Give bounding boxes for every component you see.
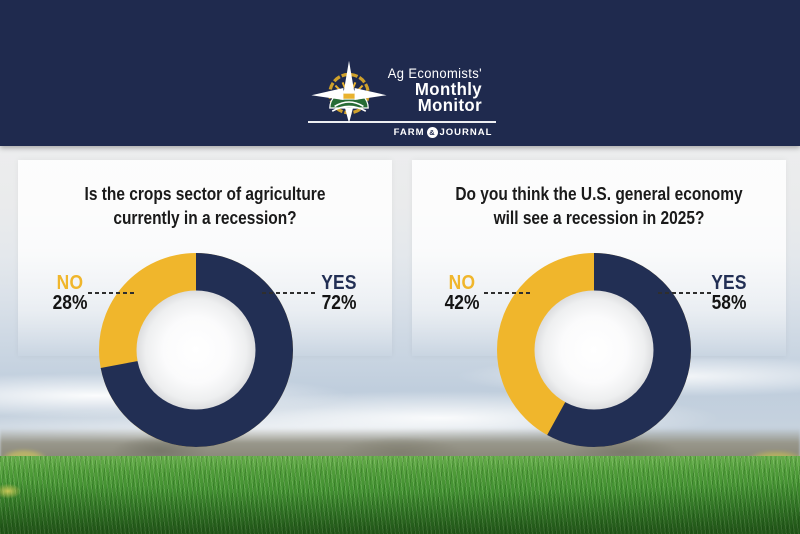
logo-line-monitor: Monitor [417, 95, 482, 115]
right-chart-no-label: NO 42% [430, 273, 494, 313]
brand-journal-text: JOURNAL [439, 127, 493, 138]
logo-line-ag-economists: Ag Economists' [387, 66, 482, 81]
right-no-percent: 42% [444, 292, 480, 314]
left-yes-text: YES [321, 272, 357, 294]
right-question-line-2: will see a recession in 2025? [493, 208, 705, 228]
left-chart-yes-label: YES 72% [307, 273, 371, 313]
left-chart-no-label: NO 28% [38, 273, 102, 313]
left-no-leader-line [88, 292, 136, 294]
left-donut-chart [99, 253, 293, 447]
right-question-line-1: Do you think the U.S. general economy [455, 184, 743, 204]
right-donut-hole [534, 290, 654, 410]
right-chart-yes-label: YES 58% [697, 273, 761, 313]
farm-journal-brand: FARM & JOURNAL [380, 127, 506, 138]
farm-journal-ampersand-icon: & [426, 127, 438, 138]
right-donut-chart [497, 253, 691, 447]
right-donut-yes-slice [497, 253, 691, 447]
left-yes-percent: 72% [321, 292, 357, 314]
logo-wordmark: Ag Economists' Monthly Monitor [353, 66, 482, 115]
left-yes-leader-line [262, 292, 316, 294]
right-no-leader-line [484, 292, 532, 294]
right-yes-leader-line [658, 292, 712, 294]
logo-divider-rule [308, 121, 496, 123]
logo-line-monthly: Monthly [414, 79, 482, 99]
right-no-text: NO [448, 272, 476, 294]
grass-field-photo [0, 456, 800, 534]
left-no-text: NO [56, 272, 84, 294]
header-banner: Ag Economists' Monthly Monitor FARM & JO… [0, 0, 800, 146]
right-yes-text: YES [711, 272, 747, 294]
brand-farm-text: FARM [393, 127, 425, 138]
right-yes-percent: 58% [711, 292, 747, 314]
left-donut-yes-slice [99, 253, 293, 447]
ag-economists-compass-logo-icon [311, 60, 387, 124]
left-question-line-1: Is the crops sector of agriculture [84, 184, 326, 204]
left-chart-question: Is the crops sector of agriculture curre… [18, 182, 392, 230]
left-donut-hole [136, 290, 256, 410]
left-question-line-2: currently in a recession? [113, 208, 297, 228]
left-no-percent: 28% [52, 292, 88, 314]
right-chart-question: Do you think the U.S. general economy wi… [412, 182, 786, 230]
